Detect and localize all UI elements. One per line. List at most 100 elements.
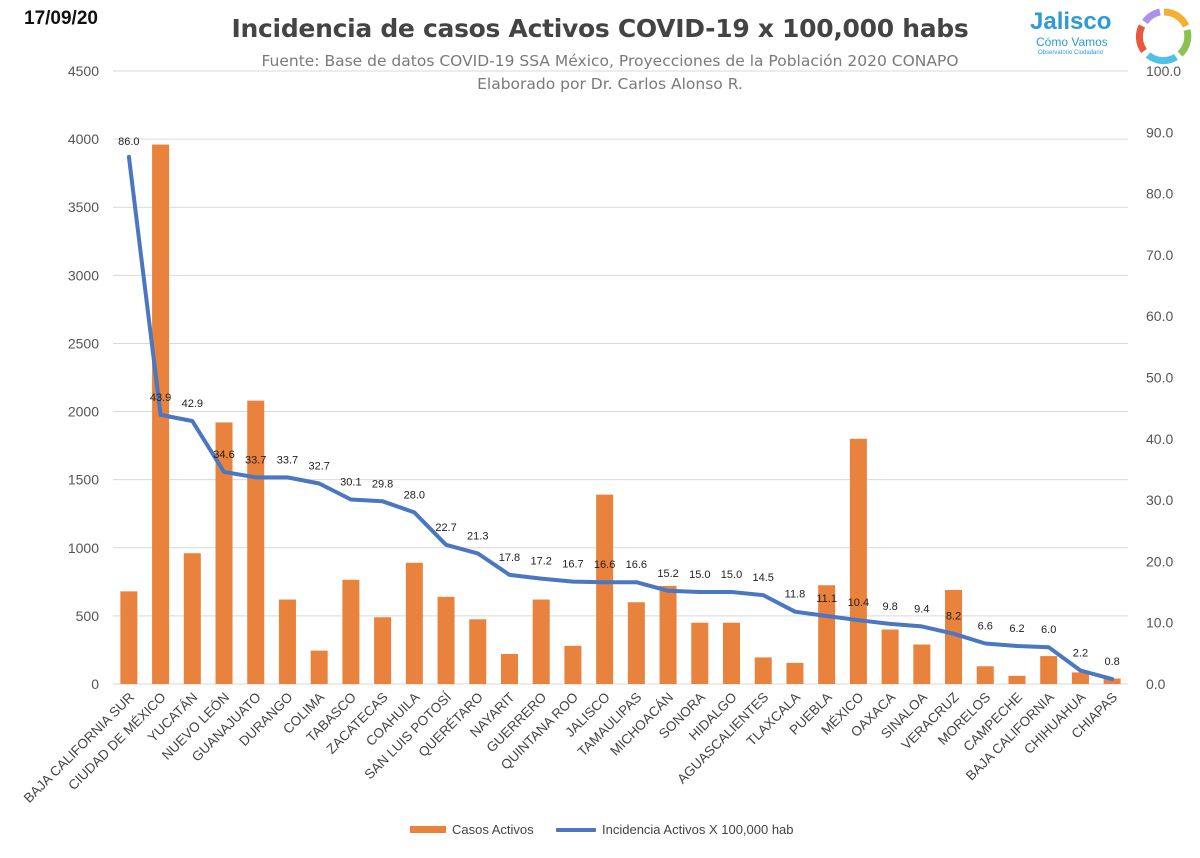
legend-item-incidencia: Incidencia Activos X 100,000 hab bbox=[556, 822, 794, 837]
bar bbox=[754, 657, 772, 684]
bar bbox=[786, 662, 804, 684]
data-label: 15.2 bbox=[657, 568, 678, 580]
y-left-tick-label: 3000 bbox=[68, 267, 99, 283]
date-label: 17/09/20 bbox=[24, 8, 98, 29]
y-left-tick-label: 4000 bbox=[68, 131, 99, 147]
data-label: 6.2 bbox=[1009, 623, 1024, 635]
bar bbox=[627, 602, 645, 684]
data-label: 16.6 bbox=[626, 559, 647, 571]
data-label: 33.7 bbox=[245, 454, 266, 466]
bar bbox=[183, 553, 201, 684]
data-label: 10.4 bbox=[848, 597, 869, 609]
chart-author: Elaborado por Dr. Carlos Alonso R. bbox=[477, 75, 743, 93]
logo-subtitle: Cómo Vamos bbox=[1036, 35, 1108, 49]
logo-ring-icon bbox=[1135, 8, 1192, 65]
y-left-tick-label: 500 bbox=[76, 608, 100, 624]
y-left-tick-label: 3500 bbox=[68, 199, 99, 215]
bar bbox=[849, 438, 867, 684]
data-label: 43.9 bbox=[150, 392, 171, 404]
data-label: 22.7 bbox=[435, 522, 456, 534]
data-label: 6.0 bbox=[1041, 624, 1056, 636]
y-right-tick-label: 0.0 bbox=[1146, 676, 1166, 692]
bar bbox=[976, 666, 994, 684]
jalisco-logo: Jalisco Cómo Vamos Observatorio Ciudadan… bbox=[1020, 4, 1196, 65]
data-label: 33.7 bbox=[277, 454, 298, 466]
data-label: 9.4 bbox=[914, 603, 929, 615]
y-right-tick-label: 50.0 bbox=[1146, 370, 1173, 386]
incidence-line bbox=[126, 154, 1115, 682]
chart-subtitle: Fuente: Base de datos COVID-19 SSA Méxic… bbox=[261, 52, 959, 70]
bar bbox=[278, 599, 296, 684]
bar bbox=[1103, 678, 1121, 684]
data-label: 21.3 bbox=[467, 530, 488, 542]
legend-line-swatch bbox=[556, 827, 596, 832]
y-right-tick-label: 70.0 bbox=[1146, 247, 1173, 263]
y-right-tick-label: 60.0 bbox=[1146, 308, 1173, 324]
data-label: 2.2 bbox=[1073, 648, 1088, 660]
data-label: 14.5 bbox=[753, 572, 774, 584]
data-label: 30.1 bbox=[340, 476, 361, 488]
data-label: 17.2 bbox=[530, 556, 551, 568]
bar bbox=[945, 590, 963, 684]
bar bbox=[120, 591, 138, 684]
legend-bar-swatch bbox=[410, 826, 446, 833]
y-left-tick-label: 4500 bbox=[68, 63, 99, 79]
bar bbox=[659, 585, 677, 684]
data-label: 8.2 bbox=[946, 611, 961, 623]
data-label: 11.1 bbox=[816, 593, 837, 605]
data-label: 11.8 bbox=[785, 589, 806, 601]
data-label: 34.6 bbox=[213, 449, 234, 461]
bar bbox=[691, 622, 709, 684]
legend-item-casos: Casos Activos bbox=[410, 822, 534, 837]
bar bbox=[596, 494, 614, 684]
y-right-tick-label: 10.0 bbox=[1146, 615, 1173, 631]
bar bbox=[342, 579, 360, 684]
data-label: 29.8 bbox=[372, 478, 393, 490]
y-right-tick-label: 30.0 bbox=[1146, 492, 1173, 508]
bar bbox=[247, 400, 265, 684]
bar bbox=[913, 644, 931, 684]
bar bbox=[405, 562, 423, 684]
data-label: 15.0 bbox=[689, 569, 710, 581]
bar bbox=[215, 422, 233, 684]
data-label: 6.6 bbox=[978, 621, 993, 633]
data-label: 17.8 bbox=[499, 552, 520, 564]
data-label: 28.0 bbox=[404, 489, 425, 501]
data-label: 15.0 bbox=[721, 569, 742, 581]
bar bbox=[881, 629, 899, 684]
logo-name: Jalisco bbox=[1030, 8, 1112, 35]
y-left-tick-label: 2500 bbox=[68, 335, 99, 351]
data-label: 0.8 bbox=[1104, 656, 1119, 668]
bar bbox=[500, 654, 518, 684]
legend: Casos Activos Incidencia Activos X 100,0… bbox=[0, 822, 1200, 842]
bar bbox=[532, 599, 550, 684]
bar bbox=[818, 585, 836, 684]
bar bbox=[469, 619, 487, 684]
y-right-tick-label: 80.0 bbox=[1146, 186, 1173, 202]
y-right-tick-label: 40.0 bbox=[1146, 431, 1173, 447]
y-right-tick-label: 100.0 bbox=[1146, 63, 1181, 79]
bar bbox=[564, 645, 582, 684]
bar bbox=[1071, 672, 1089, 684]
y-right-tick-label: 20.0 bbox=[1146, 553, 1173, 569]
data-label: 16.6 bbox=[594, 559, 615, 571]
data-label: 16.7 bbox=[562, 559, 583, 571]
logo-tagline: Observatorio Ciudadano bbox=[1038, 50, 1104, 56]
y-left-tick-label: 0 bbox=[91, 676, 99, 692]
chart-title: Incidencia de casos Activos COVID-19 x 1… bbox=[231, 14, 969, 43]
legend-label-casos: Casos Activos bbox=[452, 822, 534, 837]
y-left-tick-label: 1000 bbox=[68, 540, 99, 556]
y-left-tick-label: 2000 bbox=[68, 404, 99, 420]
data-label: 42.9 bbox=[182, 398, 203, 410]
data-label: 9.8 bbox=[882, 601, 897, 613]
bar bbox=[723, 622, 741, 684]
data-label: 32.7 bbox=[308, 461, 329, 473]
bar bbox=[437, 596, 455, 684]
legend-label-incidencia: Incidencia Activos X 100,000 hab bbox=[602, 822, 794, 837]
y-left-tick-label: 1500 bbox=[68, 472, 99, 488]
bar bbox=[310, 650, 328, 684]
y-right-tick-label: 90.0 bbox=[1146, 124, 1173, 140]
bar bbox=[374, 617, 392, 684]
data-label: 86.0 bbox=[118, 136, 139, 148]
